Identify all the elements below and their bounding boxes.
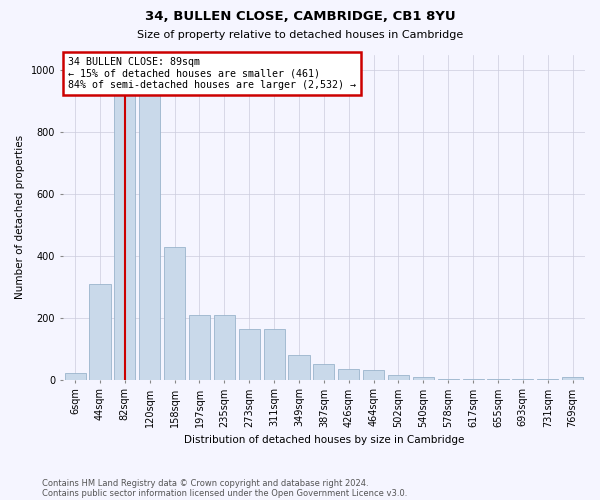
Bar	[115, 82, 136, 380]
Bar	[437, 379, 459, 380]
Text: Contains HM Land Registry data © Crown copyright and database right 2024.: Contains HM Land Registry data © Crown c…	[42, 478, 368, 488]
Bar	[562, 376, 583, 380]
Text: 34, BULLEN CLOSE, CAMBRIDGE, CB1 8YU: 34, BULLEN CLOSE, CAMBRIDGE, CB1 8YU	[145, 10, 455, 23]
Bar	[189, 314, 210, 380]
Text: Size of property relative to detached houses in Cambridge: Size of property relative to detached ho…	[137, 30, 463, 40]
Bar	[89, 284, 110, 380]
Bar	[463, 379, 484, 380]
Bar	[139, 82, 160, 380]
X-axis label: Distribution of detached houses by size in Cambridge: Distribution of detached houses by size …	[184, 435, 464, 445]
Text: Contains public sector information licensed under the Open Government Licence v3: Contains public sector information licen…	[42, 488, 407, 498]
Bar	[537, 379, 558, 380]
Bar	[313, 364, 334, 380]
Bar	[338, 369, 359, 380]
Bar	[65, 373, 86, 380]
Bar	[413, 376, 434, 380]
Text: 34 BULLEN CLOSE: 89sqm
← 15% of detached houses are smaller (461)
84% of semi-de: 34 BULLEN CLOSE: 89sqm ← 15% of detached…	[68, 56, 356, 90]
Bar	[164, 246, 185, 380]
Y-axis label: Number of detached properties: Number of detached properties	[15, 136, 25, 300]
Bar	[388, 375, 409, 380]
Bar	[289, 355, 310, 380]
Bar	[239, 328, 260, 380]
Bar	[512, 379, 533, 380]
Bar	[487, 379, 509, 380]
Bar	[214, 314, 235, 380]
Bar	[263, 328, 284, 380]
Bar	[363, 370, 384, 380]
